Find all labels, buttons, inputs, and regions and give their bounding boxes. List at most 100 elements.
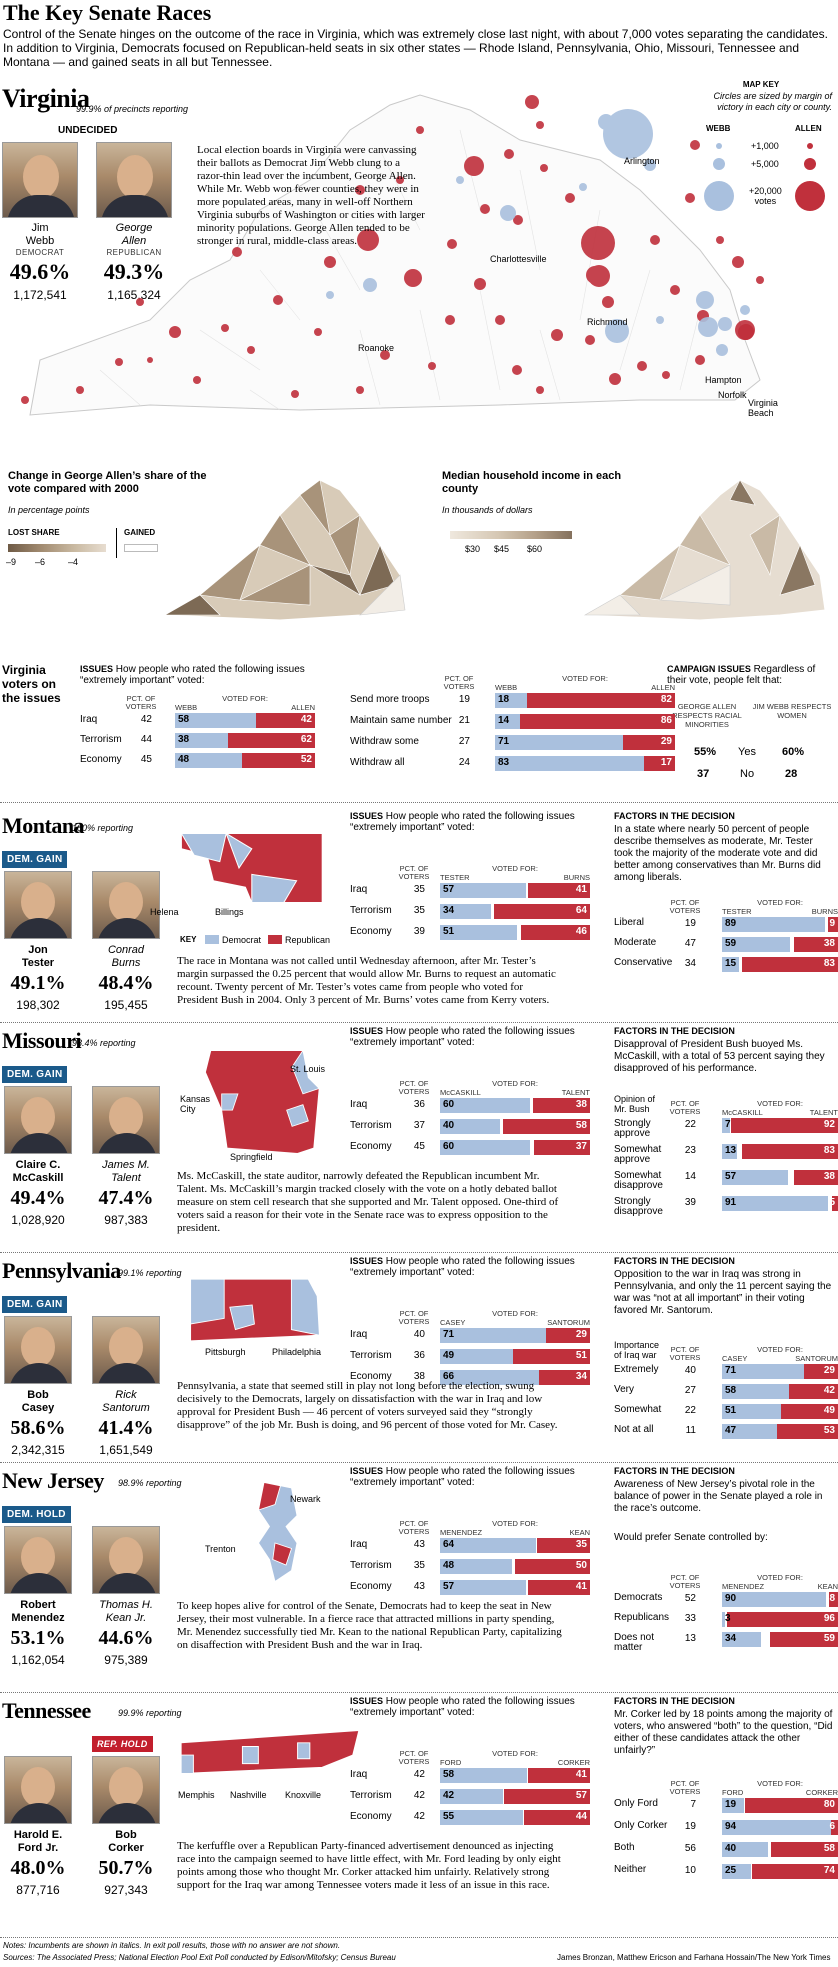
row-pct: 56 (684, 1843, 696, 1854)
bar-rep-label: 37 (575, 1141, 587, 1152)
row-label: Strongly approve (614, 1118, 651, 1139)
issues-label: ISSUES (350, 1466, 384, 1476)
result-badge: REP. HOLD (92, 1736, 153, 1752)
map2-sub: In thousands of dollars (442, 505, 533, 515)
city-label: Nashville (230, 1790, 267, 1800)
candidate-2: Conrad Burns 48.4% 195,455 (86, 944, 166, 1012)
bar-rep-label: 41 (575, 1769, 587, 1780)
bar-rep-label: 29 (660, 736, 672, 747)
bar-rep-label: 64 (575, 905, 587, 916)
row-label: Somewhat disapprove (614, 1170, 663, 1191)
city-label: Helena (150, 907, 179, 917)
row-label: Economy (350, 926, 392, 937)
divider (0, 802, 838, 803)
candidate-votes: 927,343 (104, 1883, 148, 1897)
candidate2-photo (92, 1086, 160, 1154)
map2-tick: $60 (527, 544, 543, 554)
row-pct: 52 (684, 1593, 696, 1604)
city-label: Roanoke (358, 343, 395, 353)
issues-text: How people who rated the following issue… (80, 664, 305, 686)
bar-dem-label: 51 (443, 926, 455, 937)
bar-rep-label: 42 (823, 1385, 835, 1396)
bar-dem (440, 1098, 530, 1113)
candidate-name: Jon Tester (21, 944, 55, 969)
row-pct: 27 (458, 736, 470, 747)
bar-dem-label: 60 (443, 1099, 455, 1110)
bar-rep (745, 1798, 838, 1813)
bar-dem (440, 1370, 539, 1385)
bar-dem-label: 18 (498, 694, 510, 705)
row-label: Send more troops (350, 694, 430, 705)
row-label: Economy (350, 1581, 392, 1592)
divider (0, 1937, 838, 1938)
row-label: Iraq (350, 1539, 368, 1550)
bar-dem-label: 25 (725, 1865, 737, 1876)
virginia-issues-head: Virginia voters on the issues (2, 663, 61, 705)
candidate-name: Robert Menendez (11, 1599, 65, 1624)
map2-tick: $45 (494, 544, 510, 554)
bar-dem (495, 735, 623, 750)
bar-rep (742, 1144, 838, 1159)
candidate-pct: 53.1% (10, 1627, 66, 1649)
bar-rep (644, 756, 675, 771)
candidate-name: Bob Casey (21, 1389, 55, 1414)
bar-dem (440, 1810, 523, 1825)
col-a: CASEY (722, 1354, 748, 1363)
row-pct: 45 (413, 1141, 425, 1152)
bar-dem-label: 55 (443, 1811, 455, 1822)
col-voted-for: VOTED FOR: (492, 1079, 538, 1088)
virginia-change-map (163, 479, 406, 621)
bar-rep (533, 1098, 590, 1113)
candidate-votes: 195,455 (104, 998, 148, 1012)
row-bar: 66 34 (440, 1370, 590, 1385)
row-bar: 25 74 (722, 1864, 838, 1879)
virginia-reporting: 99.9% of precincts reporting (76, 104, 189, 114)
row-label: Democrats (614, 1592, 663, 1603)
city-label: Norfolk (718, 390, 747, 400)
col-b: KEAN (569, 1528, 590, 1537)
row-pct: 44 (140, 734, 152, 745)
divider (0, 1462, 838, 1463)
col-pct-voters: PCT. OF VOTERS (398, 1309, 430, 1326)
row-pct: 19 (684, 918, 696, 929)
row-bar: 71 29 (722, 1364, 838, 1379)
bar-dem (440, 904, 491, 919)
virginia-status: UNDECIDED (58, 125, 118, 136)
bar-rep (829, 1592, 838, 1607)
state-story: To keep hopes alive for control of the S… (177, 1600, 562, 1651)
bar-rep (832, 1196, 838, 1211)
map1-legend-divider (116, 528, 117, 558)
issues-intro: ISSUES How people who rated the followin… (350, 1026, 590, 1048)
candidate-votes: 987,383 (104, 1213, 148, 1227)
map1-tick: –4 (68, 557, 79, 567)
bar-rep-label: 42 (300, 714, 312, 725)
row-label: Economy (80, 754, 122, 765)
map-key-size1: +1,000 (751, 141, 779, 151)
row-pct: 11 (685, 1425, 696, 1436)
factors-head: FACTORS IN THE DECISION (614, 1696, 735, 1706)
bar-rep-label: 74 (823, 1865, 835, 1876)
bar-dem (722, 1592, 826, 1607)
bar-rep-label: 8 (829, 1593, 835, 1604)
map1-title: Change in George Allen’s share of the vo… (8, 470, 207, 495)
row-pct: 39 (413, 926, 425, 937)
candidate-name: Rick Santorum (102, 1389, 150, 1414)
factors-head: FACTORS IN THE DECISION (614, 1256, 735, 1266)
col-voted-for: VOTED FOR: (222, 694, 268, 703)
face (21, 1537, 55, 1577)
suit (97, 1803, 157, 1823)
bar-rep (527, 693, 675, 708)
bar-rep-label: 41 (575, 1581, 587, 1592)
bar-rep (537, 1538, 590, 1553)
row-label: Maintain same number (350, 715, 452, 726)
col-b: TALENT (561, 1088, 590, 1097)
bar-dem (722, 957, 739, 972)
row-label: Economy (350, 1141, 392, 1152)
bar-rep-label: 29 (823, 1365, 835, 1376)
row-bar: 71 29 (495, 735, 675, 750)
bar-rep (524, 1810, 590, 1825)
camp-head: CAMPAIGN ISSUES (667, 664, 751, 674)
bar-dem (175, 713, 256, 728)
row-label: Extremely (614, 1364, 659, 1375)
bar-dem (440, 1789, 503, 1804)
